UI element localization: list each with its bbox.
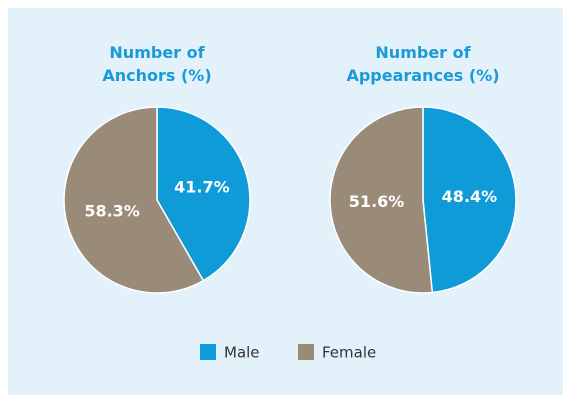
data-label: 48.4% <box>442 187 498 206</box>
chart-title: Number of Appearances (%) <box>346 43 500 85</box>
data-label: 41.7% <box>174 178 230 197</box>
legend-label: Female <box>322 344 376 362</box>
chart-title: Number of Anchors (%) <box>102 43 212 85</box>
pie-slice <box>63 106 205 294</box>
legend-label: Male <box>224 344 260 362</box>
legend-swatch <box>298 344 314 360</box>
pie-slice <box>156 106 251 282</box>
pie-slice <box>329 106 434 294</box>
pie-slice <box>422 106 517 294</box>
legend-swatch <box>200 344 216 360</box>
data-label: 58.3% <box>84 201 140 220</box>
data-label: 51.6% <box>349 192 405 211</box>
